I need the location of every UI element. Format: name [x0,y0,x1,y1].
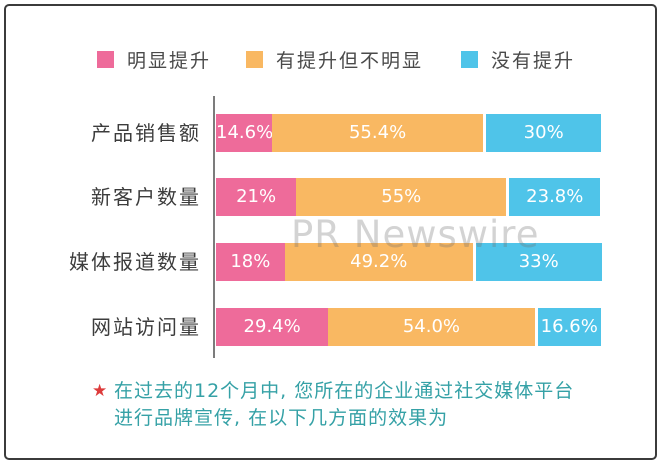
bar-segment: 16.6% [537,308,601,346]
category-label: 新客户数量 [91,185,201,209]
footnote-text: 在过去的12个月中, 您所在的企业通过社交媒体平台 进行品牌宣传, 在以下几方面… [114,378,612,432]
category-label: 网站访问量 [91,315,201,339]
bar-segment: 23.8% [509,178,601,216]
y-axis-line [213,96,215,358]
stacked-bar: 14.6% 55.4% 30% [216,114,601,152]
bar-segment: 21% [216,178,297,216]
category-label: 产品销售额 [91,121,201,145]
footnote-line-1: 在过去的12个月中, 您所在的企业通过社交媒体平台 [114,380,575,402]
legend-item-3: 没有提升 [461,46,575,73]
stacked-bar: 18% 49.2% 33% [216,243,602,281]
bar-segment: 54.0% [328,308,535,346]
legend-item-1: 明显提升 [97,46,211,73]
legend-label: 没有提升 [491,50,576,72]
bar-row: 媒体报道数量 18% 49.2% 33% [6,243,655,281]
legend-item-2: 有提升但不明显 [246,46,423,73]
legend-label: 明显提升 [127,50,212,72]
legend-swatch-icon [461,51,478,68]
footnote: ★ 在过去的12个月中, 您所在的企业通过社交媒体平台 进行品牌宣传, 在以下几… [92,378,612,432]
bar-segment: 18% [216,243,285,281]
legend: 明显提升 有提升但不明显 没有提升 [6,46,655,72]
legend-label: 有提升但不明显 [276,50,424,72]
bar-segment: 14.6% [216,114,273,152]
legend-swatch-icon [246,51,263,68]
bar-segment: 30% [486,114,601,152]
legend-swatch-icon [97,51,114,68]
stacked-bar-chart: 产品销售额 14.6% 55.4% 30% 新客户数量 21% 55% 23.8% 媒体报道数量… [6,6,655,458]
bar-segment: 29.4% [216,308,329,346]
category-label: 媒体报道数量 [69,250,201,274]
bar-row: 网站访问量 29.4% 54.0% 16.6% [6,308,655,346]
bar-segment: 55% [296,178,507,216]
outer-border-frame: 明显提升 有提升但不明显 没有提升 产品销售额 14.6% 55.4% 30% 新客户数量 2… [4,4,657,460]
stacked-bar: 21% 55% 23.8% [216,178,601,216]
bar-segment: 55.4% [271,114,484,152]
bar-row: 产品销售额 14.6% 55.4% 30% [6,114,655,152]
stacked-bar: 29.4% 54.0% 16.6% [216,308,601,346]
star-icon: ★ [92,381,108,401]
bar-segment: 33% [475,243,602,281]
footnote-line-2: 进行品牌宣传, 在以下几方面的效果为 [114,407,449,429]
bar-row: 新客户数量 21% 55% 23.8% [6,178,655,216]
bar-segment: 49.2% [284,243,473,281]
